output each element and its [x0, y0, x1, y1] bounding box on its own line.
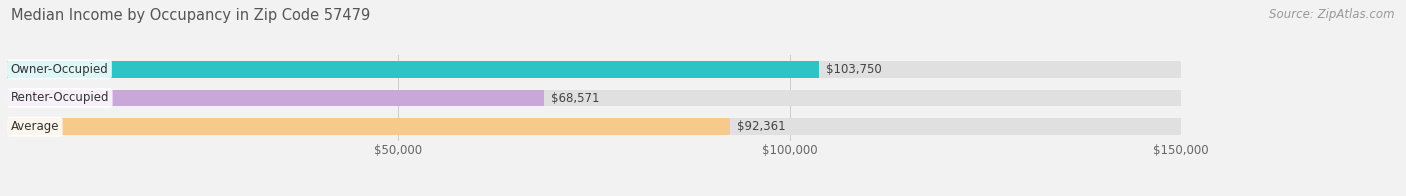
Bar — [7, 90, 544, 106]
Text: $68,571: $68,571 — [551, 92, 599, 104]
Text: Renter-Occupied: Renter-Occupied — [11, 92, 110, 104]
Bar — [7, 90, 1181, 106]
Bar — [7, 61, 820, 78]
Text: Owner-Occupied: Owner-Occupied — [11, 63, 108, 76]
Bar — [7, 118, 730, 135]
Text: Source: ZipAtlas.com: Source: ZipAtlas.com — [1270, 8, 1395, 21]
Bar — [7, 118, 1181, 135]
Bar — [7, 61, 1181, 78]
Text: Median Income by Occupancy in Zip Code 57479: Median Income by Occupancy in Zip Code 5… — [11, 8, 371, 23]
Text: $92,361: $92,361 — [737, 120, 786, 133]
Text: Average: Average — [11, 120, 59, 133]
Text: $103,750: $103,750 — [827, 63, 882, 76]
